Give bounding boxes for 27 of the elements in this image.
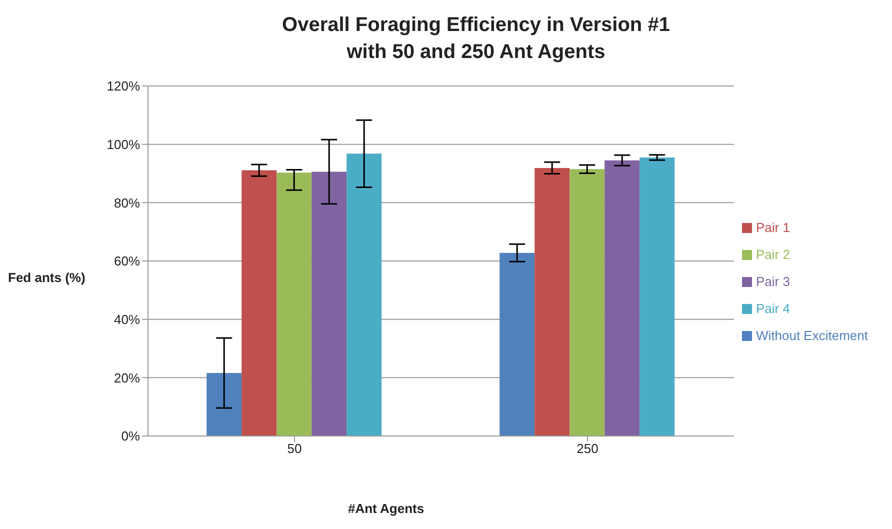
y-tick-label: 20% [114,370,140,386]
x-tick-label: 250 [576,441,598,456]
bar [242,170,277,436]
bar [206,373,242,436]
bar [346,154,382,436]
bar [500,252,535,436]
y-tick-label: 100% [106,136,140,152]
legend-label: Pair 2 [756,246,790,262]
bar [640,157,675,436]
y-axis-title: Fed ants (%) [8,270,86,285]
legend-label: Pair 4 [756,300,790,316]
y-tick-label: 120% [106,78,140,94]
y-tick-label: 0% [121,428,140,444]
y-tick-label: 60% [114,254,140,269]
legend-label: Pair 1 [756,220,790,234]
bar [570,169,605,436]
bar [604,160,640,436]
bar [534,168,570,436]
chart-title: Overall Foraging Efficiency in Version #1 with 50 and 250 Ant Agents [281,13,671,65]
x-tick-label: 50 [287,441,302,456]
bar [276,172,312,436]
legend-label: Without Excitement [756,328,868,342]
y-tick-label: 40% [114,312,140,327]
legend-label: Pair 3 [756,274,790,288]
y-tick-label: 80% [114,195,140,210]
x-axis-title: #Ant Agents [348,501,424,516]
bar [312,172,347,436]
